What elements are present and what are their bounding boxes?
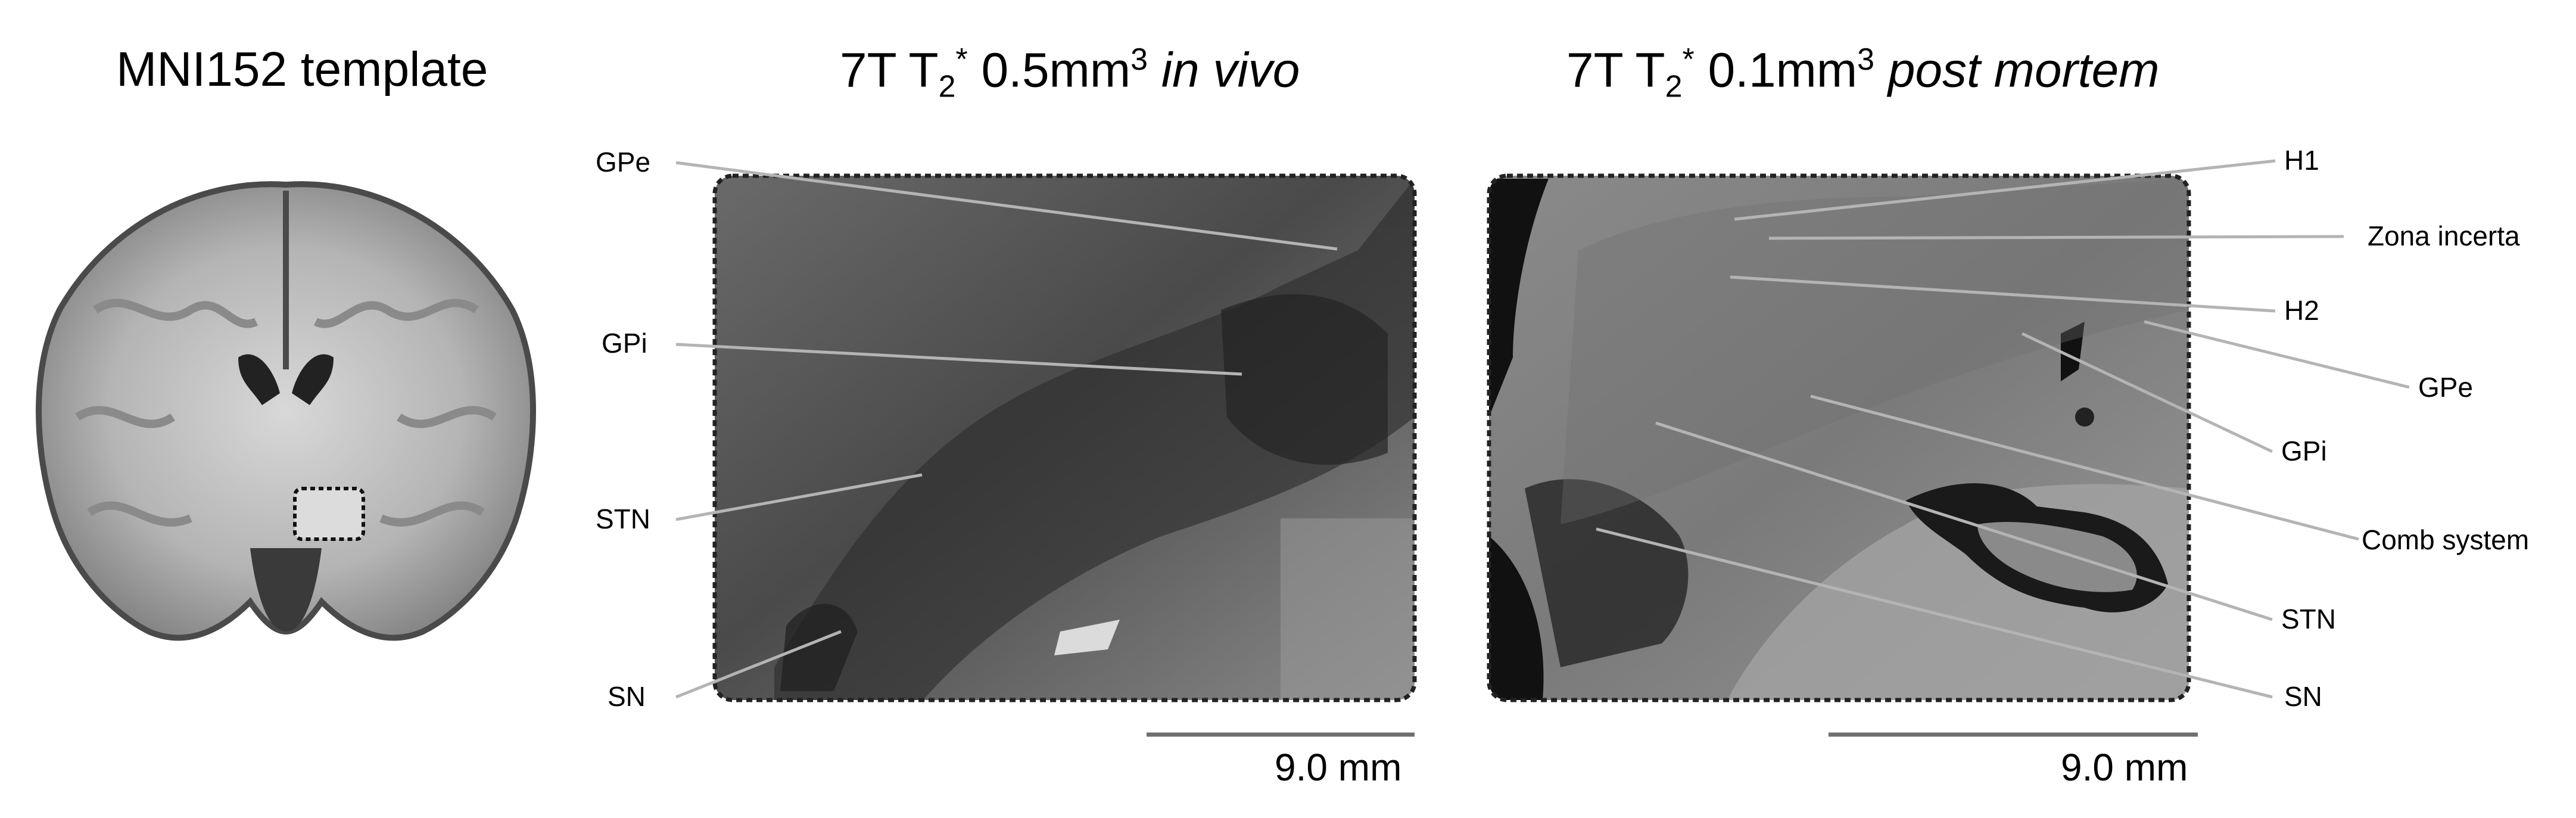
postmortem-label-h1: H1: [2284, 145, 2319, 176]
postmortem-image: [1487, 173, 2191, 702]
postmortem-scale-label: 9.0 mm: [2061, 746, 2188, 789]
template-title: MNI152 template: [116, 42, 488, 97]
postmortem-title-res: 0.1mm: [1694, 43, 1858, 98]
invivo-label-sn: SN: [608, 681, 646, 712]
postmortem-title-italic: post mortem: [1887, 43, 2160, 98]
postmortem-leader-lines: [1596, 159, 2410, 699]
postmortem-title-prefix: 7T T: [1566, 43, 1665, 98]
mni-brain-image: [36, 181, 536, 641]
postmortem-label-sn: SN: [2284, 681, 2322, 712]
invivo-label-gpi: GPi: [602, 328, 647, 359]
invivo-title-res-sup: 3: [1130, 42, 1148, 77]
invivo-title-prefix: 7T T: [840, 43, 939, 98]
postmortem-title-res-sup: 3: [1857, 42, 1875, 77]
postmortem-label-h2: H2: [2284, 295, 2319, 326]
invivo-image: [712, 173, 1417, 702]
invivo-title: 7T T2* 0.5mm3 in vivo: [840, 42, 1300, 105]
postmortem-title: 7T T2* 0.1mm3 post mortem: [1566, 42, 2160, 105]
invivo-title-italic: in vivo: [1161, 43, 1300, 98]
invivo-title-sup: *: [955, 42, 968, 77]
postmortem-title-sub: 2: [1665, 69, 1683, 104]
postmortem-label-gpi: GPi: [2281, 436, 2327, 466]
invivo-frame: [712, 173, 1417, 702]
invivo-title-sub: 2: [938, 69, 956, 104]
postmortem-title-sup: *: [1682, 42, 1695, 77]
postmortem-label-comb-system: Comb system: [2362, 524, 2529, 555]
inset-region-box: [293, 487, 365, 541]
postmortem-label-gpe: GPe: [2418, 372, 2473, 403]
invivo-label-stn: STN: [596, 503, 650, 534]
invivo-scale-label: 9.0 mm: [1275, 746, 1401, 789]
postmortem-frame: [1487, 173, 2191, 702]
postmortem-label-stn: STN: [2281, 604, 2336, 635]
invivo-title-res: 0.5mm: [967, 43, 1131, 98]
invivo-label-gpe: GPe: [596, 147, 650, 178]
postmortem-label-zona-incerta: Zona incerta: [2368, 220, 2520, 251]
invivo-leader-lines: [675, 161, 1338, 699]
